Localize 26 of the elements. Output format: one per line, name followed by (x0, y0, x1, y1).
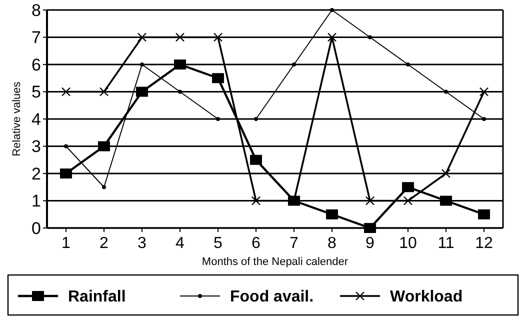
x-tick-label: 4 (176, 235, 185, 252)
x-tick-label: 7 (290, 235, 299, 252)
x-tick-label: 11 (438, 235, 454, 252)
x-tick-label: 12 (475, 235, 493, 252)
legend-label: Rainfall (68, 288, 126, 306)
x-tick-label: 6 (252, 235, 261, 252)
x-tick-label: 8 (328, 235, 337, 252)
y-tick-label: 3 (32, 137, 41, 156)
legend-label: Food avail. (230, 288, 314, 306)
y-tick-label: 4 (32, 110, 41, 129)
y-tick-label: 8 (32, 0, 41, 20)
x-tick-label: 1 (62, 235, 71, 252)
x-axis-title: Months of the Nepali calender (202, 256, 348, 268)
y-tick-label: 7 (32, 28, 41, 48)
x-tick-label: 2 (100, 235, 109, 252)
y-tick-label: 0 (32, 218, 41, 238)
y-tick-label: 5 (32, 82, 41, 102)
y-axis-title: Relative values (11, 81, 23, 156)
x-tick-label: 5 (214, 235, 223, 252)
y-tick-label: 2 (32, 164, 41, 184)
x-tick-label: 3 (138, 235, 147, 252)
legend-label: Workload (390, 288, 463, 306)
y-tick-label: 1 (32, 192, 41, 211)
y-tick-label: 6 (32, 55, 41, 74)
x-tick-label: 9 (366, 235, 375, 252)
x-tick-label: 10 (399, 235, 417, 252)
